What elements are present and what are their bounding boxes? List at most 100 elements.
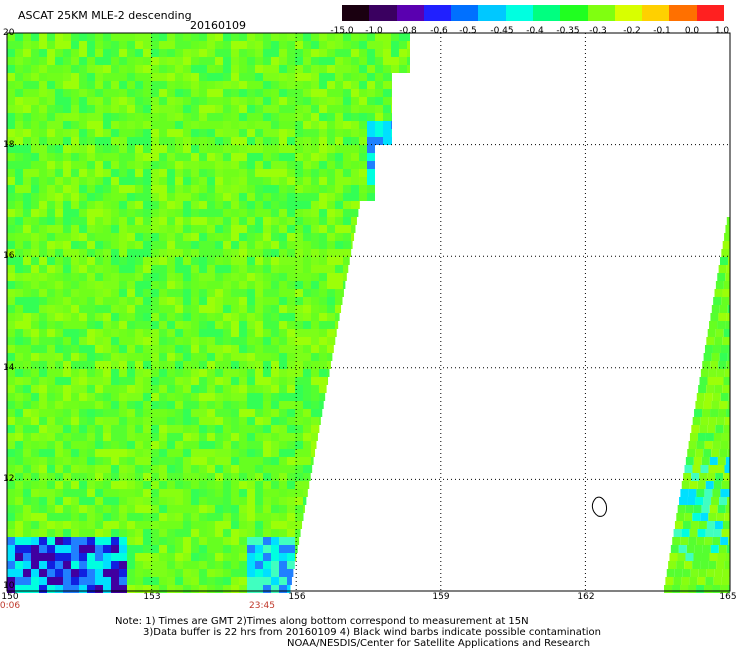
swath-cell [103,33,111,41]
swath-cell [700,513,709,521]
swath-cell [367,193,375,201]
swath-cell [215,185,223,193]
swath-cell [23,121,31,129]
swath-cell [79,65,87,73]
swath-cell [191,89,199,97]
swath-cell [183,169,191,177]
swath-cell [255,441,263,449]
swath-cell [119,585,127,593]
swath-cell [319,129,327,137]
swath-cell [263,353,271,361]
swath-cell [15,585,23,593]
swath-cell [47,249,55,257]
swath-cell [303,81,311,89]
swath-cell [87,505,95,513]
swath-cell [79,401,87,409]
swath-cell [279,425,287,433]
swath-cell [391,41,399,49]
swath-cell [287,473,295,481]
swath-cell [143,489,151,497]
swath-cell [279,273,287,281]
swath-cell [55,409,63,417]
swath-cell [23,361,31,369]
swath-cell [247,457,255,465]
colorbar-swatch [560,5,588,21]
swath-cell [279,577,287,585]
swath-cell [111,81,119,89]
swath-cell [31,433,39,441]
swath-cell [143,209,151,217]
swath-cell [295,297,303,305]
swath-cell [167,345,175,353]
swath-cell [231,497,239,505]
swath-cell [47,177,55,185]
swath-cell [63,233,71,241]
swath-cell [111,505,119,513]
swath-cell [199,481,207,489]
swath-cell [39,385,47,393]
swath-cell [143,345,151,353]
swath-cell [151,145,159,153]
colorbar [342,5,724,21]
swath-cell [199,545,207,553]
swath-cell [39,361,47,369]
swath-cell [375,121,383,129]
swath-cell [55,441,63,449]
swath-cell [23,193,31,201]
swath-cell [343,161,351,169]
swath-cell [239,281,247,289]
swath-cell [699,425,708,433]
swath-cell [199,489,207,497]
lon-label: 153 [143,592,161,602]
swath-cell [207,489,215,497]
swath-cell [63,113,71,121]
swath-cell [159,321,167,329]
swath-cell [135,201,143,209]
swath-cell [676,513,685,521]
swath-cell [167,585,175,593]
swath-cell [207,257,215,265]
swath-cell [15,49,23,57]
swath-cell [7,161,15,169]
swath-cell [255,585,263,593]
swath-cell [199,345,207,353]
swath-cell [15,465,23,473]
swath-cell [271,33,279,41]
swath-cell [287,297,295,305]
colorbar-label: -0.3 [589,26,607,36]
swath-cell [239,353,247,361]
swath-cell [287,193,295,201]
swath-cell [239,241,247,249]
swath-cell [705,529,714,537]
swath-cell [103,561,111,569]
swath-cell [191,281,199,289]
swath-cell [697,481,706,489]
swath-cell [231,97,239,105]
swath-cell [7,97,15,105]
swath-cell [7,393,15,401]
swath-cell [175,81,183,89]
swath-cell [207,481,215,489]
swath-cell [343,177,351,185]
swath-cell [167,497,175,505]
swath-cell [247,569,255,577]
swath-cell [191,361,199,369]
swath-cell [7,257,15,265]
swath-cell [287,105,295,113]
swath-cell [47,577,55,585]
swath-cell [327,345,334,353]
swath-cell [23,57,31,65]
swath-cell [143,281,151,289]
swath-cell [15,521,23,529]
swath-cell [669,553,678,561]
swath-cell [689,433,698,441]
swath-cell [159,169,167,177]
swath-cell [159,425,167,433]
swath-cell [95,385,103,393]
swath-cell [343,49,351,57]
swath-cell [175,33,183,41]
swath-cell [119,113,127,121]
swath-cell [215,569,223,577]
swath-cell [143,297,151,305]
swath-cell [135,585,143,593]
